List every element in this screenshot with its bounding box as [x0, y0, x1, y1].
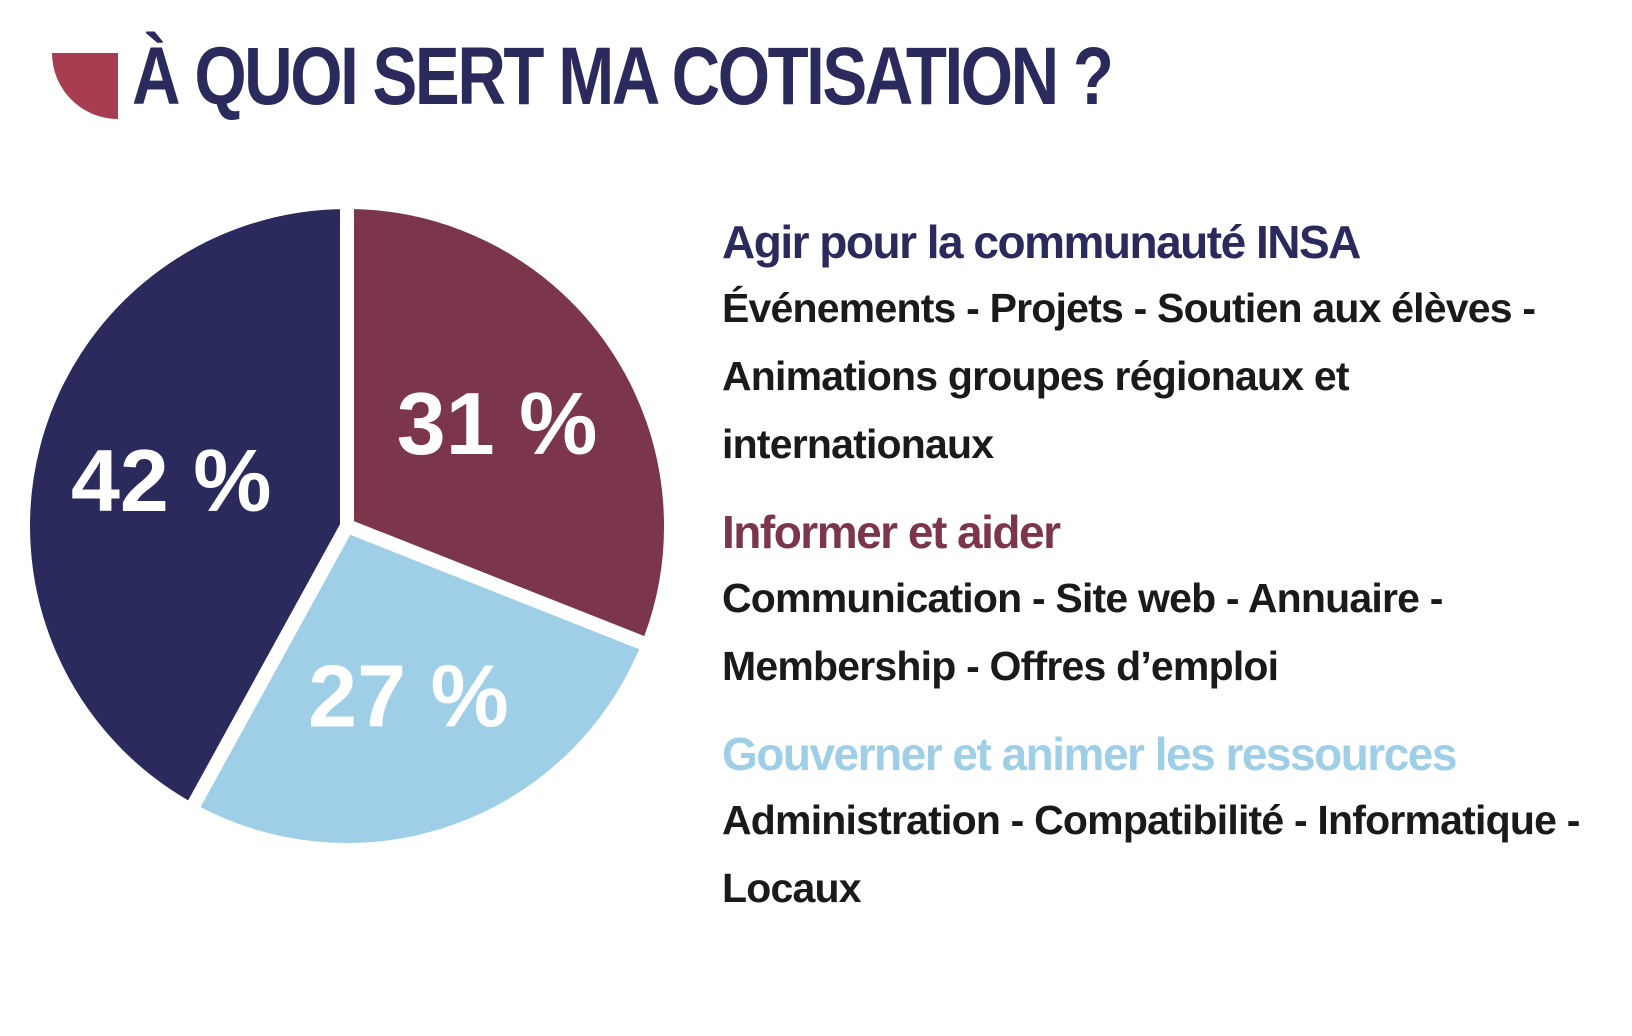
legend-title: Agir pour la communauté INSA: [722, 216, 1361, 268]
legend-description: Administration - Compatibilité - Informa…: [722, 797, 1580, 911]
legend-description: Événements - Projets - Soutien aux élève…: [722, 285, 1536, 467]
legend-item-gouverner: Gouverner et animer les ressources Admin…: [722, 722, 1622, 922]
pie-slice: [340, 195, 678, 653]
slice-label: 31 %: [397, 374, 598, 473]
title-quarter-circle-icon: [52, 53, 118, 119]
legend: Agir pour la communauté INSA Événements …: [722, 210, 1622, 944]
slice-label: 42 %: [71, 431, 272, 530]
legend-title: Informer et aider: [722, 506, 1061, 558]
pie-slice: [16, 195, 354, 817]
legend-title: Gouverner et animer les ressources: [722, 728, 1457, 780]
pie-chart: 31 % 27 % 42 %: [16, 195, 678, 857]
slice-label: 27 %: [308, 647, 509, 746]
legend-item-communaute: Agir pour la communauté INSA Événements …: [722, 210, 1622, 478]
legend-description: Communication - Site web - Annuaire - Me…: [722, 575, 1443, 689]
page-title: À QUOI SERT MA COTISATION ?: [132, 31, 1114, 122]
legend-item-informer: Informer et aider Communication - Site w…: [722, 500, 1622, 700]
